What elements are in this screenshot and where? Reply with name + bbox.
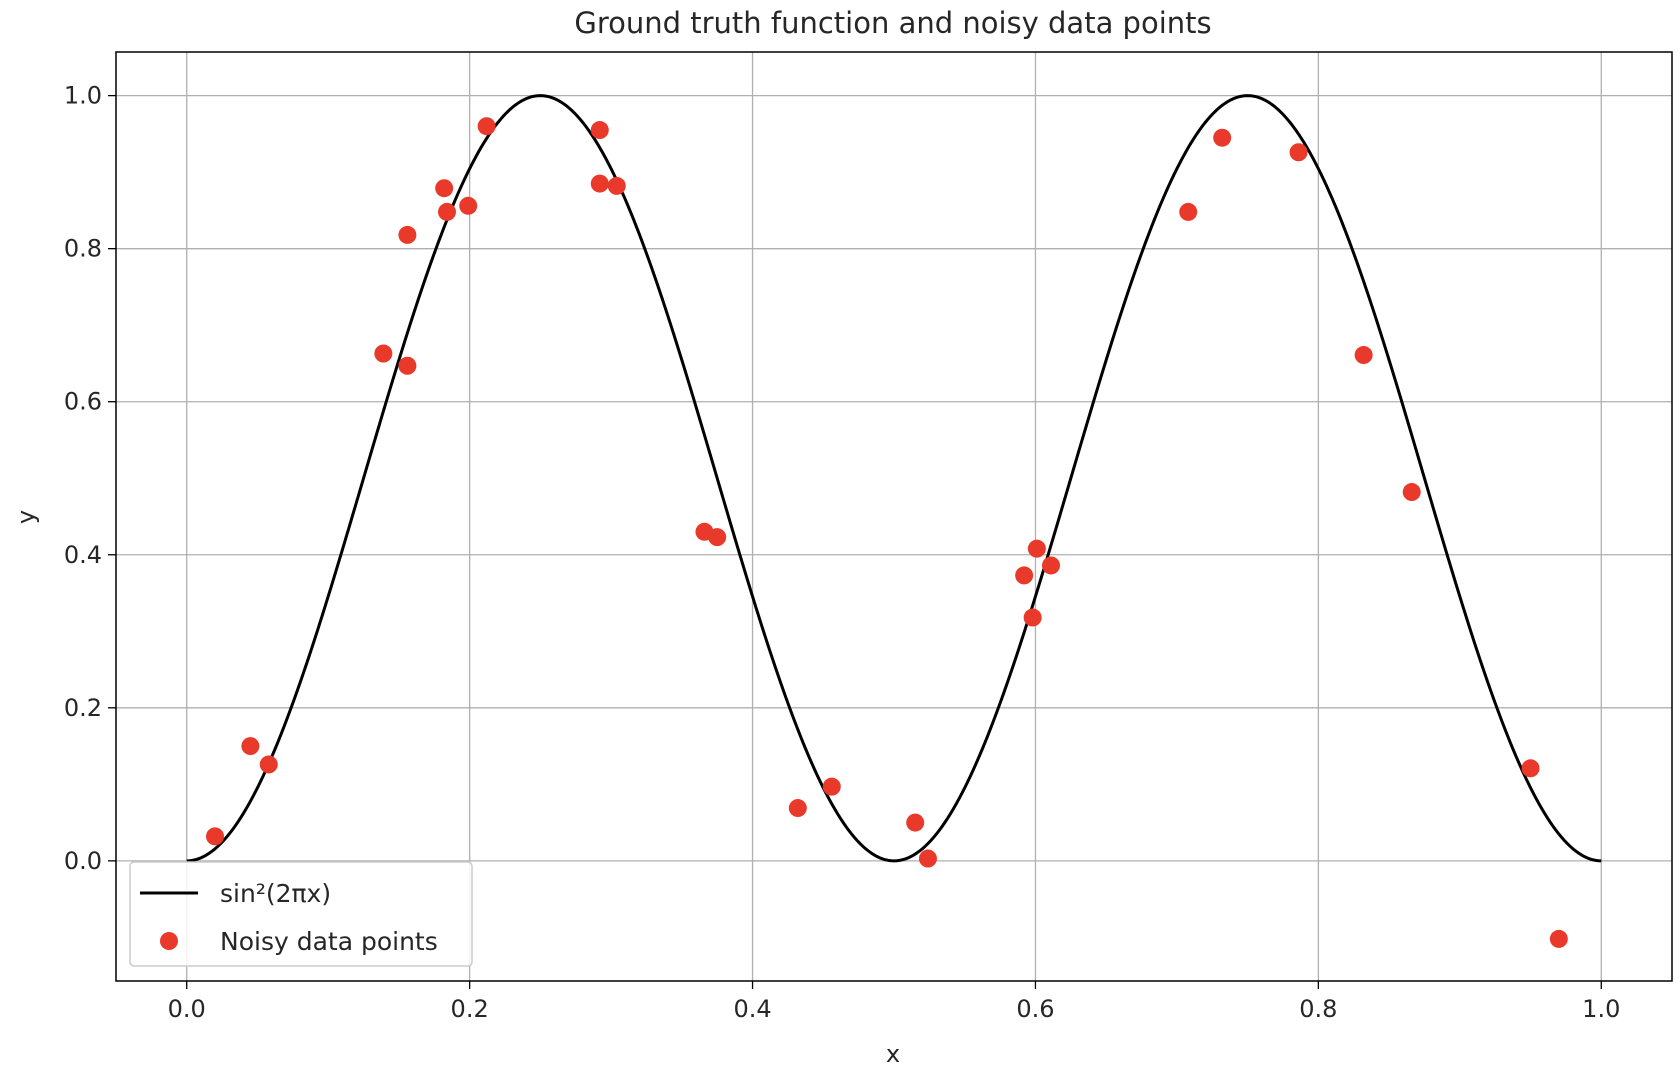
data-point: [1521, 759, 1540, 778]
data-point: [822, 777, 841, 796]
data-point: [1354, 346, 1373, 365]
data-point: [1213, 128, 1232, 147]
data-point: [1023, 608, 1042, 627]
curve-layer: [186, 94, 1602, 863]
y-axis-ticks: 0.0 0.2 0.4 0.6 0.8 1.0: [64, 82, 116, 875]
data-point: [259, 755, 278, 774]
legend: sin²(2πx) Noisy data points: [129, 861, 473, 967]
data-point: [241, 737, 260, 756]
data-point: [1402, 483, 1421, 502]
ground-truth-curve: [186, 94, 1602, 863]
grid-lines: [116, 52, 1672, 981]
y-axis-label: y: [12, 510, 40, 524]
data-point: [918, 849, 937, 868]
data-point: [607, 176, 626, 195]
data-point: [1289, 143, 1308, 162]
x-tick-label: 0.4: [733, 995, 771, 1023]
x-tick-label: 1.0: [1582, 995, 1620, 1023]
data-point: [788, 799, 807, 818]
x-axis-ticks: 0.0 0.2 0.4 0.6 0.8 1.0: [168, 981, 1620, 1023]
y-tick-label: 0.4: [64, 541, 102, 569]
data-point: [906, 813, 925, 832]
x-tick-label: 0.2: [451, 995, 489, 1023]
y-tick-label: 0.8: [64, 235, 102, 263]
chart-title: Ground truth function and noisy data poi…: [574, 6, 1211, 40]
data-point: [398, 225, 417, 244]
data-point: [1015, 566, 1034, 585]
data-point: [374, 344, 393, 363]
legend-box: [129, 861, 473, 967]
y-tick-label: 0.0: [64, 847, 102, 875]
x-tick-label: 0.6: [1016, 995, 1054, 1023]
data-point: [477, 117, 496, 136]
data-point: [206, 827, 225, 846]
data-point: [1549, 929, 1568, 948]
legend-label-points: Noisy data points: [220, 927, 438, 956]
data-point: [590, 121, 609, 140]
data-point: [435, 179, 454, 198]
legend-label-curve: sin²(2πx): [220, 879, 331, 908]
data-point: [459, 196, 478, 215]
data-point: [438, 202, 456, 221]
scatter-points: [206, 117, 1568, 948]
data-point: [1027, 539, 1046, 558]
data-point: [1042, 556, 1061, 575]
x-tick-label: 0.0: [168, 995, 206, 1023]
x-tick-label: 0.8: [1299, 995, 1337, 1023]
data-point: [1179, 202, 1198, 221]
x-axis-label: x: [886, 1040, 900, 1068]
y-tick-label: 1.0: [64, 82, 102, 110]
data-point: [590, 174, 609, 193]
legend-dot-swatch: [160, 932, 178, 950]
y-tick-label: 0.2: [64, 694, 102, 722]
data-point: [708, 528, 727, 547]
plot-frame: [115, 51, 1673, 982]
y-tick-label: 0.6: [64, 388, 102, 416]
data-point: [398, 356, 417, 375]
